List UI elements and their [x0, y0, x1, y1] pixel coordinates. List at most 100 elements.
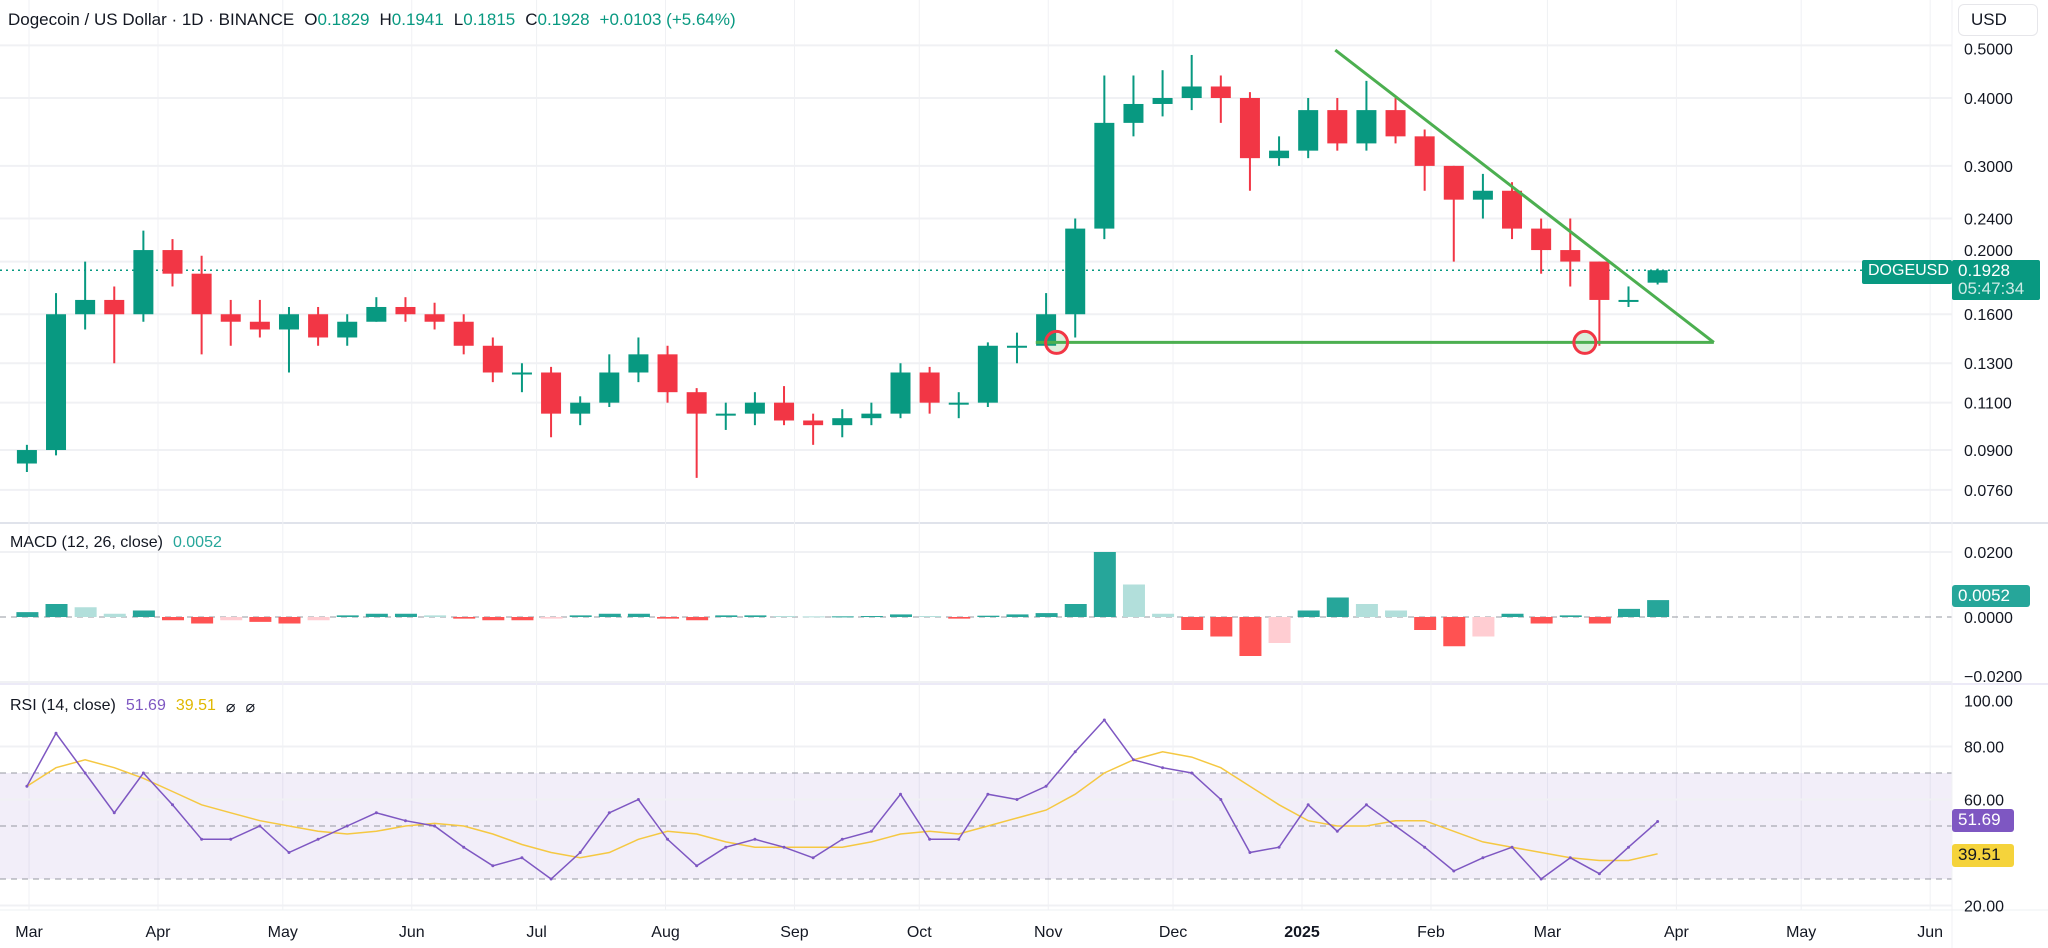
rsi-point — [1044, 784, 1048, 788]
rsi-tick-label: 80.00 — [1964, 740, 2004, 757]
rsi-point — [83, 771, 87, 775]
macd-bar — [453, 617, 476, 619]
macd-bar — [424, 615, 447, 617]
macd-bar — [1122, 584, 1145, 617]
macd-bar — [831, 616, 854, 618]
candle-body — [977, 345, 998, 403]
rsi-tick-label: 20.00 — [1964, 899, 2004, 916]
price-tick-label: 0.3000 — [1964, 159, 2013, 176]
rsi-point — [1452, 869, 1456, 873]
symbol-price-tag: DOGEUSD — [1862, 260, 1952, 284]
macd-bar — [1239, 617, 1262, 656]
macd-bar — [977, 615, 1000, 617]
rsi-point — [462, 845, 466, 849]
macd-bar — [191, 617, 214, 624]
macd-bar — [1618, 608, 1640, 617]
rsi-point — [782, 845, 786, 849]
last-price: 0.1928 — [1958, 261, 2010, 280]
macd-bar — [948, 617, 971, 619]
candle-body — [511, 372, 532, 375]
macd-bar — [278, 617, 301, 624]
rsi-point — [200, 837, 204, 841]
macd-bar — [1385, 610, 1408, 617]
candle-body — [1006, 345, 1027, 348]
macd-bar — [715, 615, 738, 617]
macd-bar — [1588, 617, 1611, 624]
candle-body — [1618, 299, 1639, 302]
macd-bar — [336, 615, 359, 617]
candle-body — [657, 354, 678, 393]
rsi-value-tag: 51.69 — [1952, 809, 2014, 832]
macd-bar — [1152, 613, 1175, 617]
candle-body — [395, 306, 416, 315]
candle-body — [686, 392, 707, 414]
candle-body — [1239, 98, 1260, 159]
macd-bar — [1414, 617, 1437, 630]
macd-bar — [1268, 617, 1291, 643]
candle-body — [424, 314, 445, 322]
na-icon: ⌀ — [245, 699, 256, 716]
candle-body — [1065, 228, 1086, 315]
candle-body — [919, 372, 940, 403]
rsi-point — [287, 851, 291, 854]
rsi-point — [1510, 845, 1514, 849]
rsi-point — [1568, 856, 1572, 860]
currency-button[interactable]: USD — [1958, 4, 2038, 36]
time-tick-label: Mar — [15, 924, 43, 941]
macd-bar — [511, 617, 534, 621]
support-touch-circle — [1572, 329, 1598, 355]
price-tick-label: 0.0900 — [1964, 443, 2013, 460]
candle-body — [1327, 110, 1348, 144]
candle-body — [1385, 110, 1406, 137]
macd-bar — [627, 613, 650, 617]
candle-body — [744, 402, 765, 414]
macd-bar — [1559, 615, 1582, 617]
macd-bar — [1530, 617, 1553, 624]
macd-bar — [1210, 617, 1233, 637]
macd-bar — [686, 617, 709, 621]
rsi-point — [753, 837, 757, 841]
macd-bar — [45, 604, 68, 617]
symbol-title[interactable]: Dogecoin / US Dollar · 1D · BINANCE — [8, 10, 295, 29]
rsi-tick-label: 60.00 — [1964, 793, 2004, 810]
price-tick-label: 0.5000 — [1964, 41, 2013, 58]
macd-bar — [365, 613, 388, 617]
time-tick-label: Apr — [1664, 924, 1690, 941]
time-tick-label: Aug — [651, 924, 679, 941]
rsi-point — [986, 792, 990, 796]
candle-body — [1094, 122, 1115, 229]
price-tick-label: 0.1300 — [1964, 356, 2013, 373]
rsi-point — [899, 792, 902, 796]
candle-body — [1123, 103, 1144, 123]
rsi-point — [171, 803, 174, 807]
macd-bar — [1064, 604, 1087, 617]
candle-body — [1502, 190, 1523, 229]
na-icon: ⌀ — [225, 699, 236, 716]
rsi-point — [433, 824, 437, 828]
candle-body — [890, 372, 911, 414]
candle-body — [337, 321, 358, 338]
candle-body — [1589, 261, 1610, 300]
candle-body — [1414, 136, 1435, 166]
candle-body — [75, 299, 96, 315]
rsi-title: RSI (14, close) — [10, 697, 116, 714]
macd-bar — [220, 617, 243, 621]
rsi-point — [724, 845, 728, 849]
ohlc-close: C0.1928 — [525, 10, 590, 29]
rsi-point — [1335, 829, 1339, 833]
macd-bar — [307, 617, 330, 621]
time-tick-label: Apr — [146, 924, 172, 941]
macd-bar — [1093, 552, 1116, 617]
candle-body — [832, 418, 853, 426]
macd-legend[interactable]: MACD (12, 26, close) 0.0052 — [10, 534, 222, 552]
rsi-point — [1364, 803, 1368, 807]
rsi-legend[interactable]: RSI (14, close) 51.69 39.51 ⌀ ⌀ — [10, 697, 255, 717]
rsi-point — [1656, 820, 1660, 824]
price-change: +0.0103 (+5.64%) — [599, 10, 736, 29]
macd-bar — [598, 613, 621, 617]
macd-bar — [103, 613, 126, 617]
macd-bar — [1501, 613, 1524, 617]
macd-bar — [1035, 613, 1058, 617]
rsi-point — [1190, 771, 1194, 775]
